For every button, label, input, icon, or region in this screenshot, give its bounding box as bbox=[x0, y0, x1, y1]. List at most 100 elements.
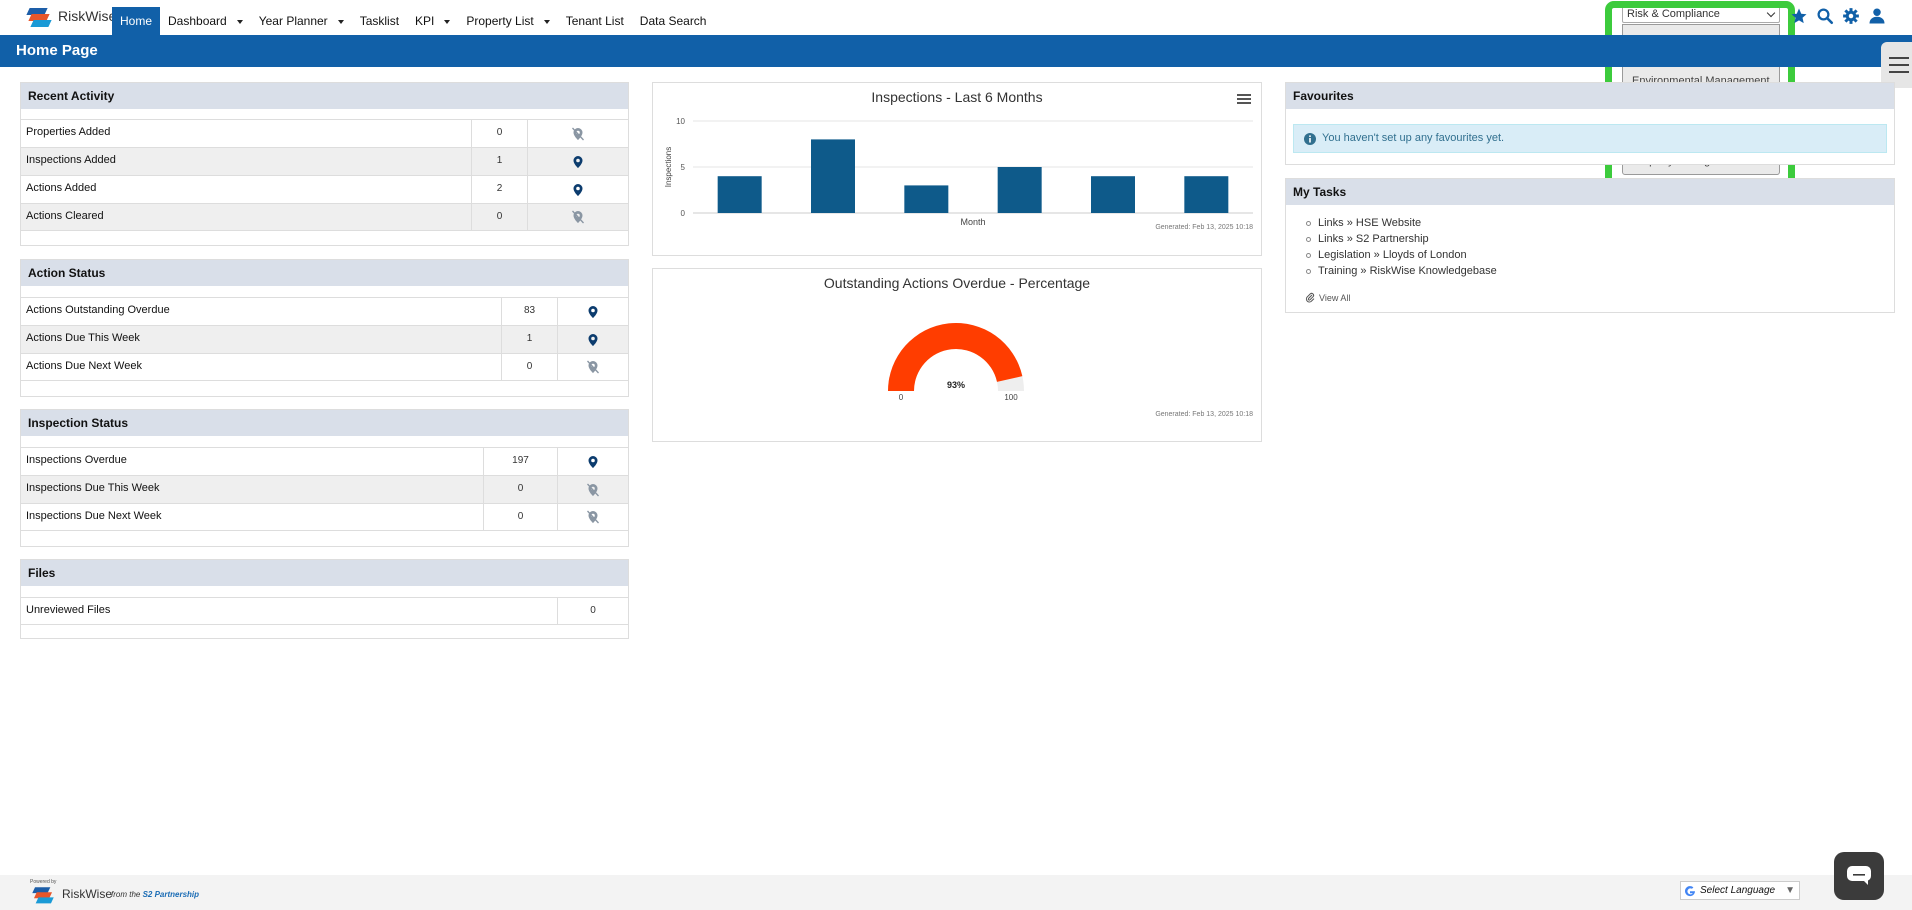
row-count[interactable]: 0 bbox=[484, 504, 558, 530]
task-link[interactable]: Links » HSE Website bbox=[1306, 215, 1497, 231]
nav-item-label: Tasklist bbox=[359, 14, 400, 28]
task-link[interactable]: Links » S2 Partnership bbox=[1306, 231, 1497, 247]
logo-text: RiskWise bbox=[58, 8, 117, 24]
star-icon[interactable] bbox=[1790, 7, 1808, 25]
row-label: Actions Outstanding Overdue bbox=[21, 298, 502, 325]
nav-item-dashboard[interactable]: Dashboard bbox=[160, 7, 251, 35]
row-count[interactable]: 0 bbox=[484, 476, 558, 503]
table-row[interactable]: Actions Due Next Week 0 bbox=[21, 353, 628, 381]
view-all-link[interactable]: View All bbox=[1305, 292, 1350, 303]
row-action[interactable] bbox=[558, 476, 628, 503]
footer-from-text: from the S2 Partnership bbox=[111, 890, 199, 899]
row-action[interactable] bbox=[558, 298, 628, 325]
map-pin-icon[interactable] bbox=[587, 455, 599, 469]
y-axis-label: Inspections bbox=[664, 147, 673, 187]
nav-item-tasklist[interactable]: Tasklist bbox=[352, 7, 407, 35]
map-pin-off-icon[interactable] bbox=[572, 127, 584, 141]
nav-item-kpi[interactable]: KPI bbox=[407, 7, 458, 35]
map-pin-icon[interactable] bbox=[587, 305, 599, 319]
row-label: Actions Due This Week bbox=[21, 326, 502, 353]
task-label: Training » RiskWise Knowledgebase bbox=[1318, 265, 1497, 277]
logo-mark-icon bbox=[32, 884, 54, 904]
map-pin-off-icon[interactable] bbox=[587, 483, 599, 497]
nav-item-year-planner[interactable]: Year Planner bbox=[251, 7, 352, 35]
gauge-fill bbox=[888, 323, 1023, 391]
inspection-status-table: Inspections Overdue 197 Inspections Due Th… bbox=[21, 447, 628, 531]
riskwise-logo[interactable]: RiskWise bbox=[26, 3, 116, 29]
map-pin-icon[interactable] bbox=[572, 155, 584, 169]
header-icons bbox=[1790, 7, 1886, 25]
language-label: Select Language bbox=[1700, 885, 1776, 896]
generated-timestamp: Generated: Feb 13, 2025 10:18 bbox=[1155, 411, 1253, 418]
table-row[interactable]: Inspections Due Next Week 0 bbox=[21, 503, 628, 531]
task-label: Links » S2 Partnership bbox=[1318, 233, 1429, 245]
module-select-value: Risk & Compliance bbox=[1627, 8, 1720, 20]
module-select[interactable]: Risk & Compliance bbox=[1622, 5, 1780, 23]
row-count[interactable]: 0 bbox=[502, 354, 558, 380]
caret-down-icon bbox=[236, 19, 243, 24]
map-pin-off-icon[interactable] bbox=[587, 510, 599, 524]
row-action[interactable] bbox=[528, 120, 628, 147]
table-row[interactable]: Actions Cleared 0 bbox=[21, 203, 628, 231]
map-pin-icon[interactable] bbox=[572, 183, 584, 197]
table-row[interactable]: Properties Added 0 bbox=[21, 119, 628, 147]
row-label: Properties Added bbox=[21, 120, 472, 147]
map-pin-off-icon[interactable] bbox=[572, 210, 584, 224]
table-row[interactable]: Actions Added 2 bbox=[21, 175, 628, 203]
footer-logo: RiskWise bbox=[30, 882, 112, 906]
row-action[interactable] bbox=[558, 326, 628, 353]
row-count[interactable]: 2 bbox=[472, 176, 528, 203]
language-select[interactable]: Select Language ▼ bbox=[1680, 881, 1800, 900]
row-label: Unreviewed Files bbox=[21, 598, 558, 624]
table-row[interactable]: Inspections Added 1 bbox=[21, 147, 628, 175]
table-row[interactable]: Unreviewed Files 0 bbox=[21, 597, 628, 625]
map-pin-off-icon[interactable] bbox=[587, 360, 599, 374]
row-count[interactable]: 0 bbox=[590, 605, 596, 616]
nav-item-label: Data Search bbox=[639, 14, 707, 28]
row-count[interactable]: 0 bbox=[472, 120, 528, 147]
table-row[interactable]: Actions Outstanding Overdue 83 bbox=[21, 297, 628, 325]
language-dropdown-arrow: ▼ bbox=[1785, 885, 1795, 896]
row-count[interactable]: 197 bbox=[484, 448, 558, 475]
nav-item-label: Home bbox=[120, 14, 153, 28]
map-pin-icon[interactable] bbox=[587, 333, 599, 347]
my-tasks-title: My Tasks bbox=[1286, 179, 1894, 205]
row-action[interactable] bbox=[528, 148, 628, 175]
files-panel: Files Unreviewed Files 0 bbox=[20, 559, 629, 639]
row-count[interactable]: 0 bbox=[472, 204, 528, 230]
nav-item-data-search[interactable]: Data Search bbox=[632, 7, 715, 35]
chart-menu-icon[interactable] bbox=[1237, 93, 1251, 105]
user-icon[interactable] bbox=[1868, 7, 1886, 25]
table-row[interactable]: Inspections Overdue 197 bbox=[21, 447, 628, 475]
inspection-status-title: Inspection Status bbox=[21, 410, 628, 436]
table-row[interactable]: Actions Due This Week 1 bbox=[21, 325, 628, 353]
task-link[interactable]: Training » RiskWise Knowledgebase bbox=[1306, 263, 1497, 279]
row-count[interactable]: 1 bbox=[472, 148, 528, 175]
row-action[interactable] bbox=[558, 448, 628, 475]
recent-activity-title: Recent Activity bbox=[21, 83, 628, 109]
chat-icon bbox=[1847, 866, 1871, 885]
row-action[interactable] bbox=[558, 504, 628, 530]
sidebar-toggle-button[interactable] bbox=[1881, 42, 1912, 88]
nav-item-label: Year Planner bbox=[258, 14, 328, 28]
row-label: Actions Cleared bbox=[21, 204, 472, 230]
row-action[interactable] bbox=[528, 176, 628, 203]
caret-down-icon bbox=[337, 19, 344, 24]
chat-button[interactable] bbox=[1834, 852, 1884, 900]
view-all-label: View All bbox=[1319, 292, 1351, 303]
nav-item-home[interactable]: Home bbox=[112, 7, 161, 35]
task-link[interactable]: Legislation » Lloyds of London bbox=[1306, 247, 1497, 263]
row-action[interactable] bbox=[528, 204, 628, 230]
task-label: Links » HSE Website bbox=[1318, 217, 1422, 229]
row-count[interactable]: 1 bbox=[502, 326, 558, 353]
search-icon[interactable] bbox=[1816, 7, 1834, 25]
table-row[interactable]: Inspections Due This Week 0 bbox=[21, 475, 628, 503]
row-count[interactable]: 83 bbox=[502, 298, 558, 325]
nav-item-tenant-list[interactable]: Tenant List bbox=[558, 7, 632, 35]
bullet-icon bbox=[1306, 252, 1311, 258]
nav-item-property-list[interactable]: Property List bbox=[458, 7, 557, 35]
row-action[interactable] bbox=[558, 354, 628, 380]
gear-icon[interactable] bbox=[1842, 7, 1860, 25]
action-status-title: Action Status bbox=[21, 260, 628, 286]
footer-from-label: from the bbox=[111, 890, 141, 899]
